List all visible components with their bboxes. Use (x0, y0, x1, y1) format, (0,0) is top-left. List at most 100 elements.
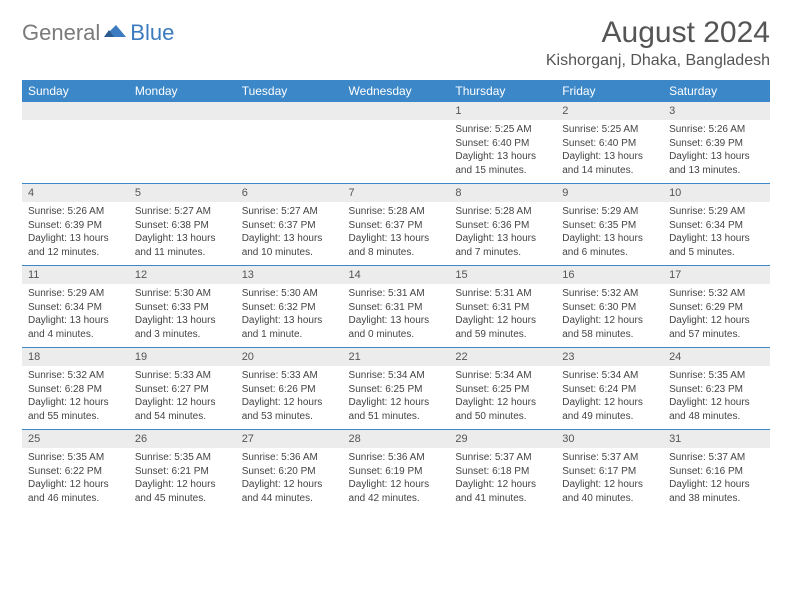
sunrise-text: Sunrise: 5:30 AM (135, 287, 230, 301)
header-row: Sunday Monday Tuesday Wednesday Thursday… (22, 80, 770, 102)
sunrise-text: Sunrise: 5:32 AM (28, 369, 123, 383)
location: Kishorganj, Dhaka, Bangladesh (546, 52, 770, 70)
day-cell: 30Sunrise: 5:37 AMSunset: 6:17 PMDayligh… (556, 430, 663, 512)
daylight-text: Daylight: 13 hours and 3 minutes. (135, 314, 230, 341)
month-title: August 2024 (546, 16, 770, 50)
sunset-text: Sunset: 6:19 PM (349, 465, 444, 479)
sunrise-text: Sunrise: 5:33 AM (242, 369, 337, 383)
day-number: 1 (449, 102, 556, 120)
day-cell: 17Sunrise: 5:32 AMSunset: 6:29 PMDayligh… (663, 266, 770, 348)
day-cell: 2Sunrise: 5:25 AMSunset: 6:40 PMDaylight… (556, 102, 663, 184)
sunrise-text: Sunrise: 5:36 AM (349, 451, 444, 465)
day-number: 7 (343, 184, 450, 202)
col-saturday: Saturday (663, 80, 770, 102)
day-number: 5 (129, 184, 236, 202)
day-data: Sunrise: 5:25 AMSunset: 6:40 PMDaylight:… (556, 120, 663, 183)
sunrise-text: Sunrise: 5:37 AM (562, 451, 657, 465)
day-cell (236, 102, 343, 184)
day-data: Sunrise: 5:32 AMSunset: 6:28 PMDaylight:… (22, 366, 129, 429)
sunrise-text: Sunrise: 5:35 AM (669, 369, 764, 383)
sunrise-text: Sunrise: 5:36 AM (242, 451, 337, 465)
day-cell: 28Sunrise: 5:36 AMSunset: 6:19 PMDayligh… (343, 430, 450, 512)
daylight-text: Daylight: 12 hours and 48 minutes. (669, 396, 764, 423)
day-data: Sunrise: 5:28 AMSunset: 6:37 PMDaylight:… (343, 202, 450, 265)
day-number (236, 102, 343, 120)
day-number (22, 102, 129, 120)
day-number: 3 (663, 102, 770, 120)
sunrise-text: Sunrise: 5:31 AM (455, 287, 550, 301)
day-cell: 19Sunrise: 5:33 AMSunset: 6:27 PMDayligh… (129, 348, 236, 430)
sunset-text: Sunset: 6:16 PM (669, 465, 764, 479)
sunset-text: Sunset: 6:34 PM (28, 301, 123, 315)
day-cell (343, 102, 450, 184)
day-number: 11 (22, 266, 129, 284)
day-number: 12 (129, 266, 236, 284)
daylight-text: Daylight: 13 hours and 15 minutes. (455, 150, 550, 177)
sunrise-text: Sunrise: 5:25 AM (455, 123, 550, 137)
daylight-text: Daylight: 13 hours and 14 minutes. (562, 150, 657, 177)
daylight-text: Daylight: 12 hours and 55 minutes. (28, 396, 123, 423)
sunrise-text: Sunrise: 5:35 AM (28, 451, 123, 465)
daylight-text: Daylight: 12 hours and 42 minutes. (349, 478, 444, 505)
logo: General Blue (22, 16, 174, 46)
day-number: 21 (343, 348, 450, 366)
sunset-text: Sunset: 6:31 PM (349, 301, 444, 315)
logo-text-blue: Blue (130, 20, 174, 46)
day-data: Sunrise: 5:37 AMSunset: 6:16 PMDaylight:… (663, 448, 770, 511)
sunrise-text: Sunrise: 5:26 AM (28, 205, 123, 219)
day-cell: 7Sunrise: 5:28 AMSunset: 6:37 PMDaylight… (343, 184, 450, 266)
sunset-text: Sunset: 6:39 PM (28, 219, 123, 233)
day-number: 13 (236, 266, 343, 284)
day-data: Sunrise: 5:36 AMSunset: 6:19 PMDaylight:… (343, 448, 450, 511)
day-data: Sunrise: 5:34 AMSunset: 6:24 PMDaylight:… (556, 366, 663, 429)
sunrise-text: Sunrise: 5:28 AM (455, 205, 550, 219)
day-data: Sunrise: 5:36 AMSunset: 6:20 PMDaylight:… (236, 448, 343, 511)
day-number: 20 (236, 348, 343, 366)
day-data (236, 120, 343, 178)
daylight-text: Daylight: 12 hours and 59 minutes. (455, 314, 550, 341)
sunrise-text: Sunrise: 5:29 AM (28, 287, 123, 301)
day-data: Sunrise: 5:29 AMSunset: 6:34 PMDaylight:… (663, 202, 770, 265)
day-cell: 10Sunrise: 5:29 AMSunset: 6:34 PMDayligh… (663, 184, 770, 266)
day-data: Sunrise: 5:35 AMSunset: 6:22 PMDaylight:… (22, 448, 129, 511)
sunrise-text: Sunrise: 5:27 AM (242, 205, 337, 219)
sunrise-text: Sunrise: 5:28 AM (349, 205, 444, 219)
sunset-text: Sunset: 6:24 PM (562, 383, 657, 397)
day-data: Sunrise: 5:37 AMSunset: 6:18 PMDaylight:… (449, 448, 556, 511)
day-data (343, 120, 450, 178)
day-data: Sunrise: 5:33 AMSunset: 6:27 PMDaylight:… (129, 366, 236, 429)
day-data: Sunrise: 5:30 AMSunset: 6:33 PMDaylight:… (129, 284, 236, 347)
sunrise-text: Sunrise: 5:37 AM (455, 451, 550, 465)
sunset-text: Sunset: 6:31 PM (455, 301, 550, 315)
sunrise-text: Sunrise: 5:34 AM (349, 369, 444, 383)
sunset-text: Sunset: 6:40 PM (562, 137, 657, 151)
col-wednesday: Wednesday (343, 80, 450, 102)
day-cell: 1Sunrise: 5:25 AMSunset: 6:40 PMDaylight… (449, 102, 556, 184)
day-number: 28 (343, 430, 450, 448)
day-data: Sunrise: 5:29 AMSunset: 6:34 PMDaylight:… (22, 284, 129, 347)
day-number: 26 (129, 430, 236, 448)
day-cell: 31Sunrise: 5:37 AMSunset: 6:16 PMDayligh… (663, 430, 770, 512)
daylight-text: Daylight: 13 hours and 0 minutes. (349, 314, 444, 341)
day-data: Sunrise: 5:35 AMSunset: 6:23 PMDaylight:… (663, 366, 770, 429)
day-data: Sunrise: 5:32 AMSunset: 6:30 PMDaylight:… (556, 284, 663, 347)
day-number: 31 (663, 430, 770, 448)
sunrise-text: Sunrise: 5:25 AM (562, 123, 657, 137)
day-cell: 14Sunrise: 5:31 AMSunset: 6:31 PMDayligh… (343, 266, 450, 348)
sunset-text: Sunset: 6:18 PM (455, 465, 550, 479)
sunrise-text: Sunrise: 5:29 AM (669, 205, 764, 219)
col-tuesday: Tuesday (236, 80, 343, 102)
daylight-text: Daylight: 13 hours and 11 minutes. (135, 232, 230, 259)
sunset-text: Sunset: 6:17 PM (562, 465, 657, 479)
sunset-text: Sunset: 6:35 PM (562, 219, 657, 233)
day-data: Sunrise: 5:31 AMSunset: 6:31 PMDaylight:… (343, 284, 450, 347)
day-cell: 8Sunrise: 5:28 AMSunset: 6:36 PMDaylight… (449, 184, 556, 266)
day-cell: 12Sunrise: 5:30 AMSunset: 6:33 PMDayligh… (129, 266, 236, 348)
daylight-text: Daylight: 13 hours and 5 minutes. (669, 232, 764, 259)
sunrise-text: Sunrise: 5:27 AM (135, 205, 230, 219)
day-number: 25 (22, 430, 129, 448)
sunrise-text: Sunrise: 5:31 AM (349, 287, 444, 301)
sunset-text: Sunset: 6:27 PM (135, 383, 230, 397)
sunrise-text: Sunrise: 5:29 AM (562, 205, 657, 219)
day-data: Sunrise: 5:26 AMSunset: 6:39 PMDaylight:… (663, 120, 770, 183)
